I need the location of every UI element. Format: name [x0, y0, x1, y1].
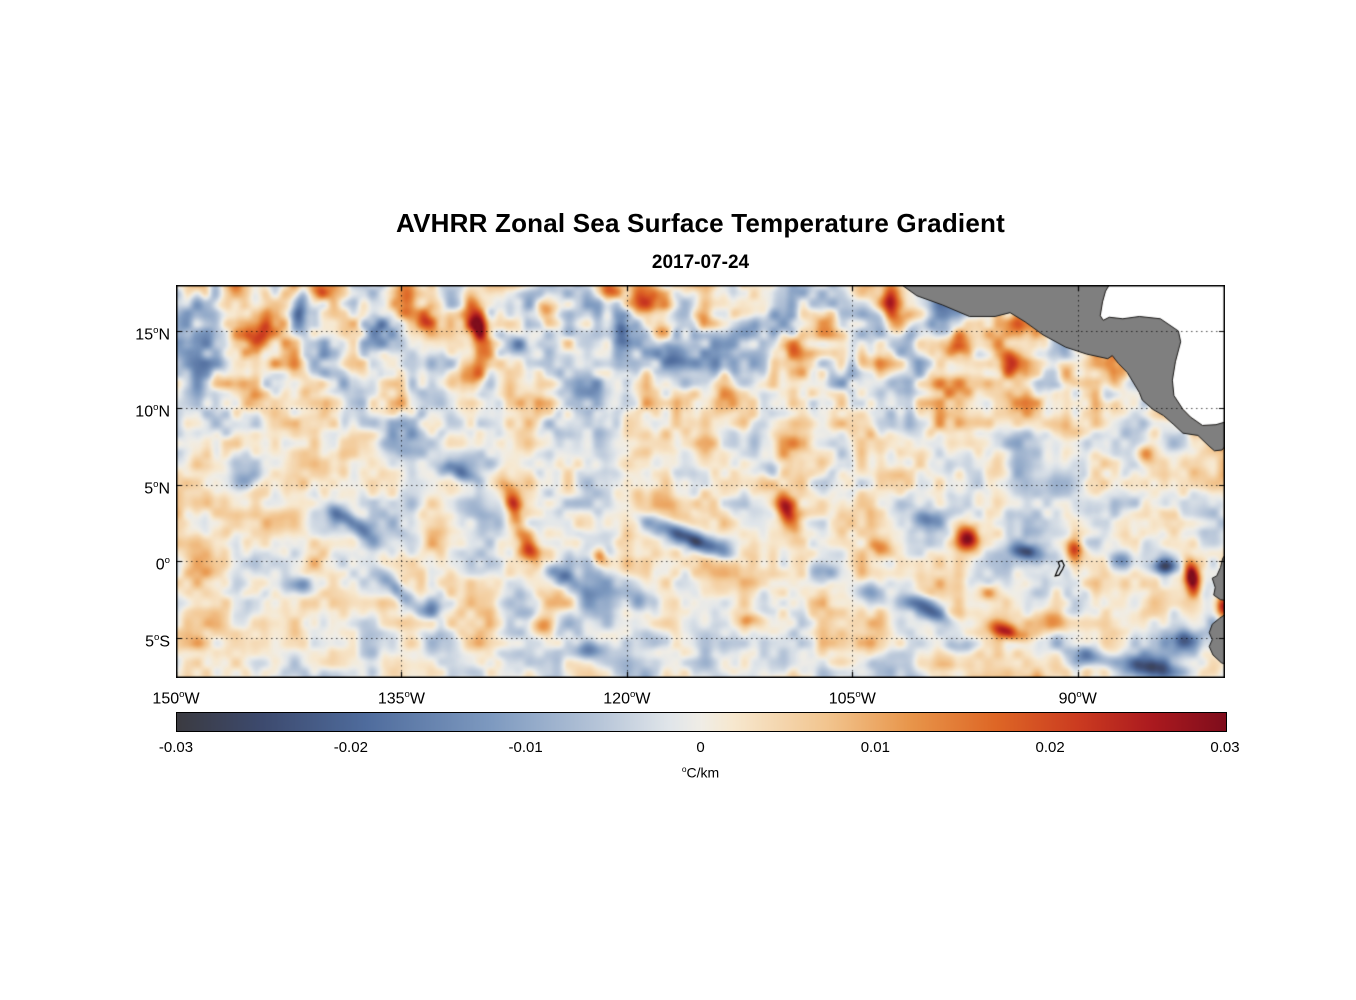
- colorbar-tick-label: 0.03: [1210, 739, 1240, 756]
- colorbar-tick-label: 0: [696, 739, 705, 756]
- x-tick-label: 105oW: [828, 689, 876, 708]
- y-tick-label: 5oS: [145, 632, 170, 651]
- map-plot: 15oN 10oN 5oN 0o 5oS 150oW 135oW 120oW 105oW 90o…: [135, 285, 1225, 707]
- y-tick-label: 0o: [155, 555, 170, 574]
- colorbar-canvas: [176, 712, 1227, 732]
- colorbar-tick-label: -0.02: [333, 739, 368, 756]
- colorbar-tick-label: 0.01: [860, 739, 890, 756]
- x-tick-label: 120oW: [603, 689, 651, 708]
- map-canvas: [176, 285, 1225, 678]
- chart-title: AVHRR Zonal Sea Surface Temperature Grad…: [396, 208, 1005, 238]
- y-tick-label: 5oN: [144, 478, 170, 497]
- chart-date: 2017-07-24: [651, 252, 750, 273]
- colorbar-tick-label: -0.01: [508, 739, 543, 756]
- x-tick-label: 135oW: [377, 689, 425, 708]
- colorbar-tick-label: 0.02: [1035, 739, 1065, 756]
- y-tick-label: 10oN: [135, 401, 170, 421]
- colorbar-tick-label: -0.03: [158, 739, 194, 756]
- x-tick-label: 90oW: [1058, 689, 1097, 708]
- y-tick-label: 15oN: [135, 325, 170, 344]
- x-tick-label: 150oW: [152, 689, 200, 708]
- colorbar-unit-label: oC/km: [681, 764, 720, 781]
- colorbar: -0.03 -0.02 -0.01 0 0.01 0.02 0.03 oC/km: [159, 712, 1240, 781]
